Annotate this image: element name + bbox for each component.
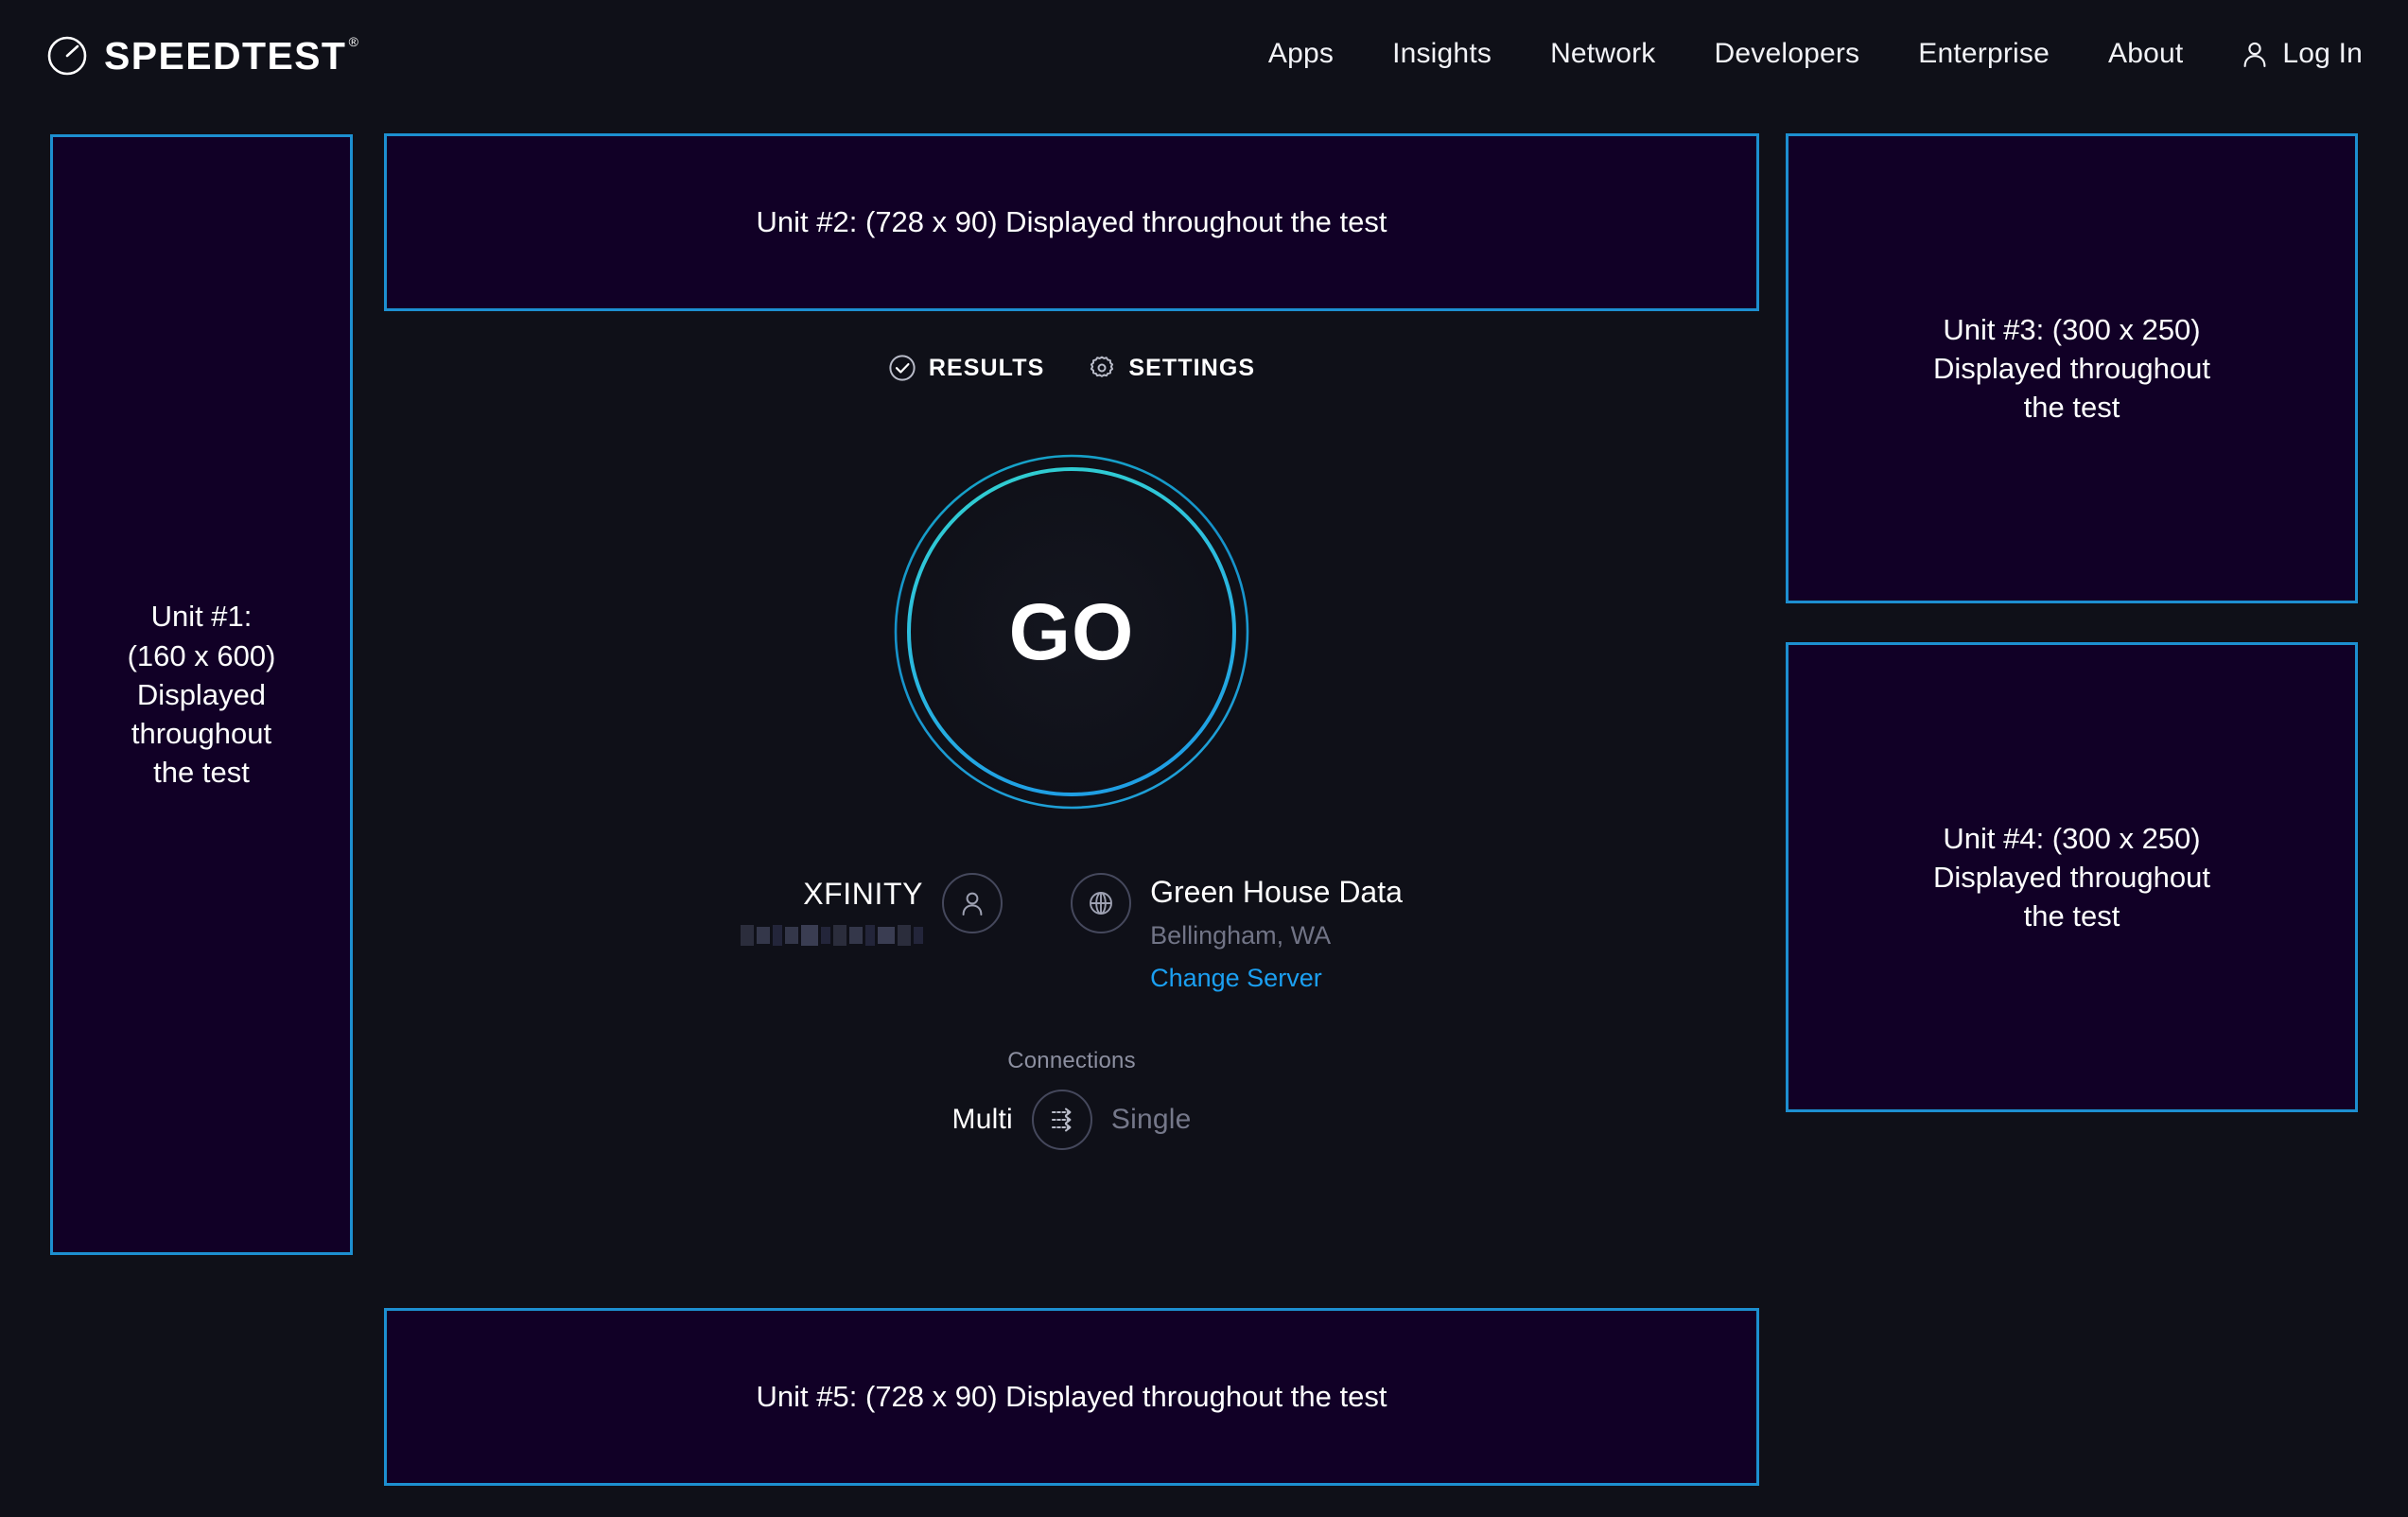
ad-unit-5[interactable]: Unit #5: (728 x 90) Displayed throughout… [384,1308,1759,1486]
results-label: RESULTS [928,354,1045,381]
main-navigation: Apps Insights Network Developers Enterpr… [1239,38,2363,70]
brand-trademark: ® [348,33,360,49]
globe-icon [1090,892,1113,915]
login-label: Log In [2282,38,2363,69]
nav-item-developers[interactable]: Developers [1714,38,1860,69]
server-location: Bellingham, WA [1150,920,1332,950]
connections-toggle-button[interactable] [1031,1089,1092,1150]
go-button-rings [894,454,1249,810]
speedometer-gauge-icon [45,34,89,78]
connections-title: Connections [1007,1047,1136,1073]
ad-unit-3-text: Unit #3: (300 x 250) Displayed throughou… [1933,312,2210,425]
nav-item-about[interactable]: About [2107,38,2184,69]
nav-item-network[interactable]: Network [1550,38,1656,69]
nav-item-enterprise[interactable]: Enterprise [1918,38,2050,69]
brand-name: SPEEDTEST [104,33,347,78]
settings-link[interactable]: SETTINGS [1088,354,1255,382]
connection-info-row: XFINITY [384,873,1759,993]
connections-multi-label[interactable]: Multi [951,1103,1013,1135]
connections-toggle: Multi Single [951,1089,1192,1150]
gear-icon [1088,354,1116,382]
ip-address-redacted [741,924,924,948]
person-icon [2241,40,2269,68]
ad-unit-4[interactable]: Unit #4: (300 x 250) Displayed throughou… [1786,642,2358,1112]
connections-section: Connections Multi Sin [384,1048,1759,1150]
go-button[interactable]: GO [887,447,1256,816]
ad-unit-3[interactable]: Unit #3: (300 x 250) Displayed throughou… [1786,133,2358,603]
isp-name: XFINITY [803,877,924,911]
go-button-label: GO [1008,586,1135,676]
connections-single-label[interactable]: Single [1110,1103,1192,1135]
nav-item-apps[interactable]: Apps [1267,38,1335,69]
server-block: Green House Data Bellingham, WA Change S… [1071,873,1403,993]
site-header: SPEEDTEST ® Apps Insights Network Develop… [0,0,2408,129]
brand-wordmark: SPEEDTEST ® [104,33,358,78]
person-icon [962,892,983,915]
speedtest-main: RESULTS SETTINGS [384,312,1759,1150]
ad-unit-1[interactable]: Unit #1: (160 x 600) Displayed throughou… [50,134,353,1255]
go-button-wrapper: GO [384,447,1759,816]
server-text: Green House Data Bellingham, WA Change S… [1150,873,1403,993]
ad-unit-1-text: Unit #1: (160 x 600) Displayed throughou… [127,600,276,790]
ad-unit-2-text: Unit #2: (728 x 90) Displayed throughout… [756,205,1387,239]
server-globe-icon-button[interactable] [1071,873,1132,933]
ad-unit-5-text: Unit #5: (728 x 90) Displayed throughout… [756,1380,1387,1414]
change-server-link[interactable]: Change Server [1150,963,1322,992]
isp-person-icon-button[interactable] [942,873,1003,933]
brand-logo[interactable]: SPEEDTEST ® [45,33,358,78]
nav-item-insights[interactable]: Insights [1392,38,1492,69]
results-link[interactable]: RESULTS [888,354,1045,382]
server-name: Green House Data [1150,875,1403,909]
ad-unit-2[interactable]: Unit #2: (728 x 90) Displayed throughout… [384,133,1759,311]
ad-unit-4-text: Unit #4: (300 x 250) Displayed throughou… [1933,821,2210,933]
multi-arrows-icon [1051,1107,1072,1132]
isp-block: XFINITY [741,873,1003,948]
isp-text: XFINITY [741,873,924,948]
settings-label: SETTINGS [1128,354,1256,381]
check-circle-icon [888,354,916,382]
login-button[interactable]: Log In [2212,38,2363,70]
meta-links-row: RESULTS SETTINGS [384,354,1759,382]
